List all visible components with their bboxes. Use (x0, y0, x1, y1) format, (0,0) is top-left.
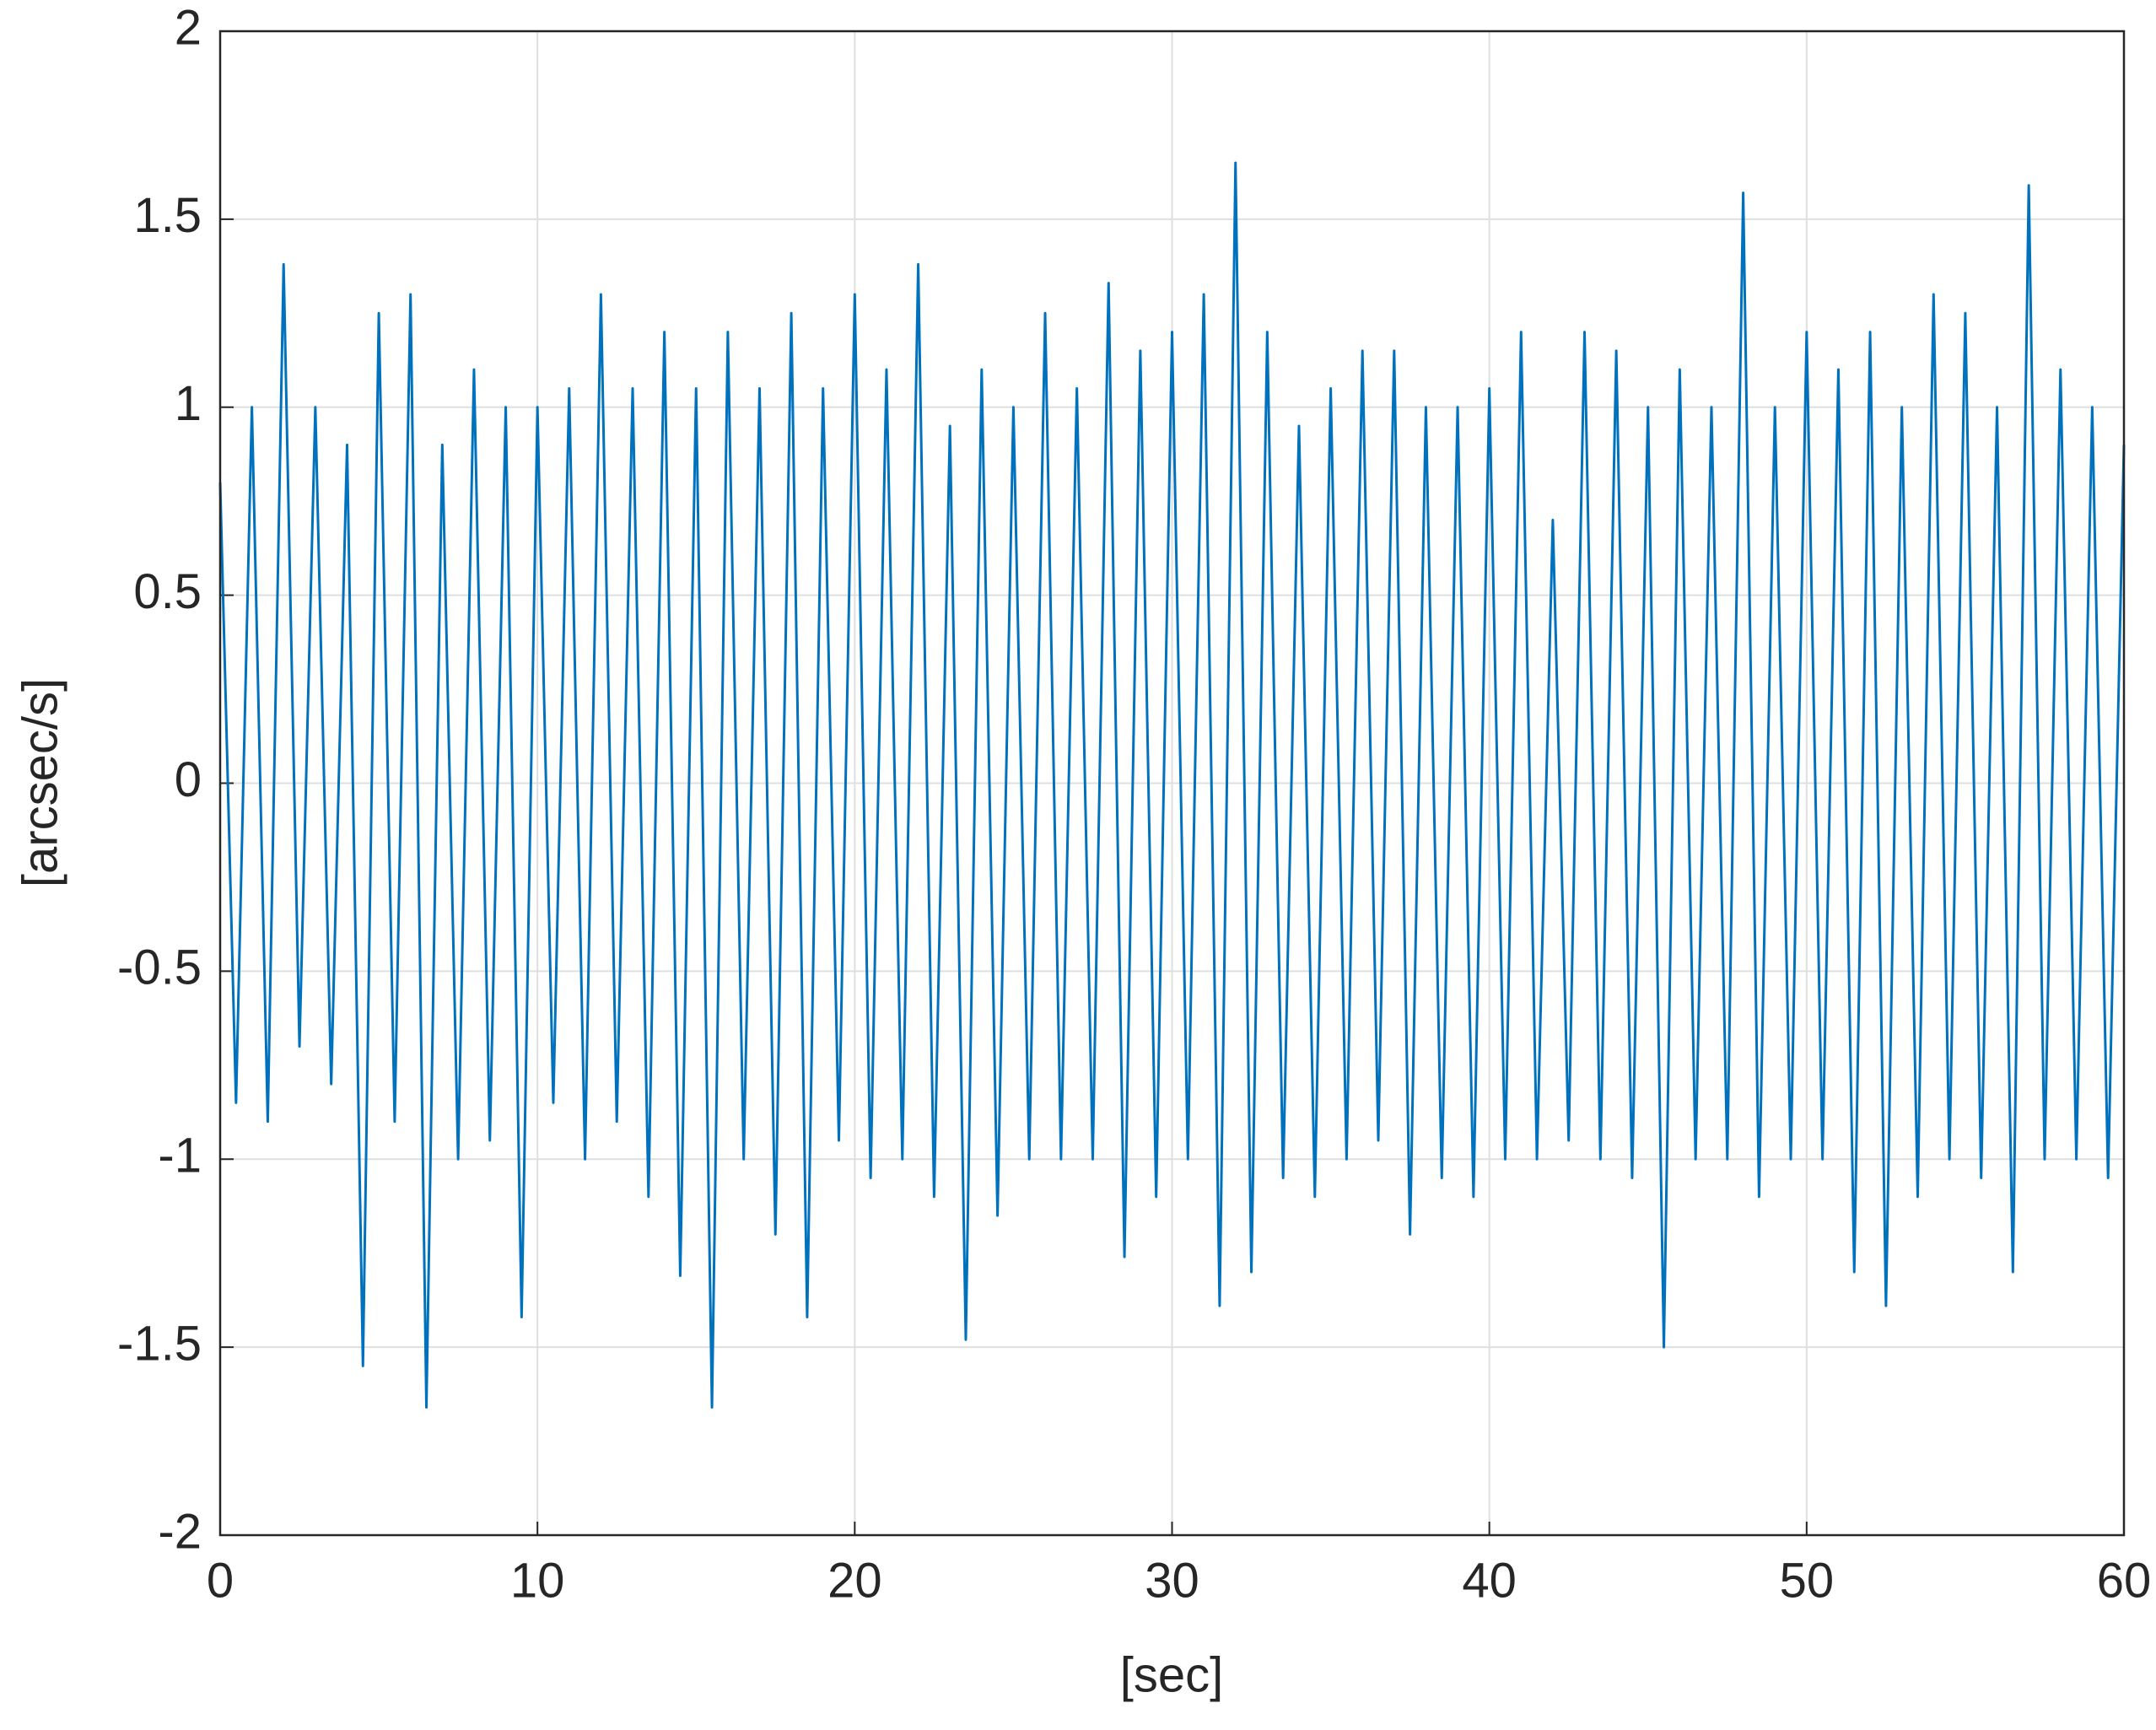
y-tick-label: 1 (175, 376, 202, 431)
x-tick-label: 50 (1780, 1553, 1835, 1608)
axes-box (218, 30, 2126, 1537)
x-tick-label: 0 (207, 1553, 234, 1608)
y-tick-label: -0.5 (117, 940, 202, 995)
data-line (218, 161, 2126, 1409)
x-tick-label: 40 (1462, 1553, 1517, 1608)
y-axis-label: [arcsec/s] (13, 678, 67, 887)
x-axis-label: [sec] (1120, 1647, 1224, 1702)
y-tick-label: 0.5 (133, 564, 202, 619)
x-tick-label: 10 (510, 1553, 565, 1608)
y-tick-label: -1 (158, 1129, 202, 1183)
y-tick-label: 2 (175, 0, 202, 55)
y-tick-label: -2 (158, 1504, 202, 1559)
x-tick-label: 20 (827, 1553, 882, 1608)
x-tick-label: 30 (1145, 1553, 1199, 1608)
y-tick-label: 1.5 (133, 188, 202, 243)
y-tick-label: 0 (175, 752, 202, 807)
x-tick-label: 60 (2097, 1553, 2152, 1608)
y-tick-label: -1.5 (117, 1316, 202, 1371)
